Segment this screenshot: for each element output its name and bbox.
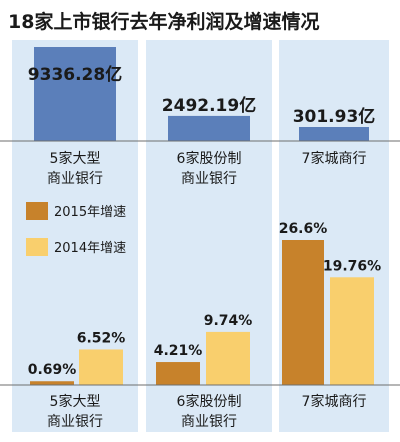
profit-category-label: 商业银行 [47, 171, 103, 187]
growth-category-label: 商业银行 [47, 414, 103, 430]
profit-value-label: 301.93亿 [293, 106, 376, 127]
profit-category-label: 5家大型 [50, 150, 101, 167]
legend-label: 2015年增速 [54, 205, 126, 220]
growth-category-label: 6家股份制 [177, 393, 242, 410]
growth-value-label: 6.52% [77, 330, 126, 346]
chart-title: 18家上市银行去年净利润及增速情况 [8, 10, 319, 33]
growth-bar [79, 349, 123, 385]
growth-category-label: 5家大型 [50, 393, 101, 410]
profit-category-label: 7家城商行 [302, 150, 367, 167]
growth-bar [206, 331, 250, 385]
growth-value-label: 26.6% [279, 221, 328, 237]
profit-value-label: 9336.28亿 [28, 64, 122, 85]
profit-value-label: 2492.19亿 [162, 95, 256, 116]
growth-bar [282, 240, 324, 385]
profit-bar [34, 47, 116, 141]
legend-swatch [26, 202, 48, 220]
growth-value-label: 19.76% [323, 258, 381, 274]
growth-bar [330, 277, 374, 385]
growth-category-label: 商业银行 [181, 414, 237, 430]
legend-swatch [26, 238, 48, 256]
growth-value-label: 0.69% [28, 362, 77, 378]
profit-category-label: 商业银行 [181, 171, 237, 187]
growth-bar [30, 381, 74, 385]
profit-bar [168, 115, 250, 141]
legend-label: 2014年增速 [54, 241, 126, 256]
growth-value-label: 9.74% [204, 313, 253, 329]
profit-bar [299, 127, 369, 141]
legend: 2015年增速 2014年增速 [26, 202, 126, 256]
growth-bar [156, 362, 200, 385]
growth-value-label: 4.21% [154, 343, 203, 359]
growth-category-label: 7家城商行 [302, 393, 367, 410]
profit-category-label: 6家股份制 [177, 150, 242, 167]
